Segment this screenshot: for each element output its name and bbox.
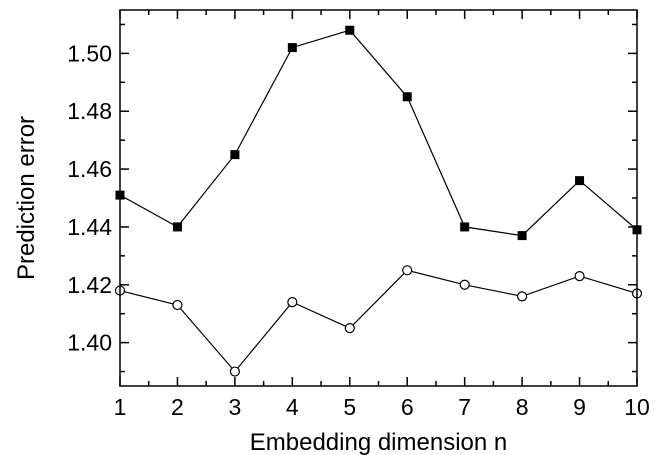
x-tick-label: 10 — [624, 394, 650, 420]
series-1-point — [230, 150, 240, 160]
series-1-point — [460, 222, 470, 232]
y-tick-label: 1.50 — [67, 40, 112, 66]
series-2-point — [229, 366, 240, 377]
series-1-point — [345, 25, 355, 35]
y-tick-label: 1.44 — [67, 214, 112, 240]
x-tick-label: 5 — [343, 394, 356, 420]
series-1-point — [287, 43, 297, 53]
tick-labels-layer: 1 2 3 4 5 6 7 8 9 10 1.40 1.42 1.44 1.46 1.48 1.50 — [67, 40, 650, 420]
y-tick-label: 1.46 — [67, 156, 112, 182]
x-tick-label: 7 — [458, 394, 471, 420]
y-tick-label: 1.40 — [67, 330, 112, 356]
series-2-point — [517, 291, 528, 302]
series-2-line — [119, 269, 638, 373]
x-tick-label: 8 — [516, 394, 529, 420]
y-tick-label: 1.42 — [67, 272, 112, 298]
y-axis-title: Prediction error — [13, 116, 40, 280]
series-layer — [114, 25, 643, 377]
series-1-point — [172, 222, 182, 232]
series-1-point — [575, 176, 585, 186]
y-tick-label: 1.48 — [67, 98, 112, 124]
series-2-point — [287, 297, 298, 308]
ticks-layer — [119, 10, 638, 386]
plot-frame — [119, 9, 638, 387]
series-2-point — [344, 323, 355, 334]
series-2-point — [459, 279, 470, 290]
x-tick-label: 3 — [228, 394, 241, 420]
x-tick-label: 1 — [114, 394, 127, 420]
series-2-point — [172, 299, 183, 311]
x-tick-label: 2 — [171, 394, 184, 420]
series-1-point — [517, 231, 527, 241]
series-1-line — [119, 29, 638, 237]
x-tick-label: 6 — [401, 394, 414, 420]
x-tick-label: 4 — [286, 394, 299, 420]
series-1-point — [402, 92, 412, 102]
x-axis-title: Embedding dimension n — [250, 429, 508, 455]
series-2-point — [402, 265, 413, 276]
x-tick-label: 9 — [573, 394, 586, 420]
series-2-point — [574, 270, 585, 282]
